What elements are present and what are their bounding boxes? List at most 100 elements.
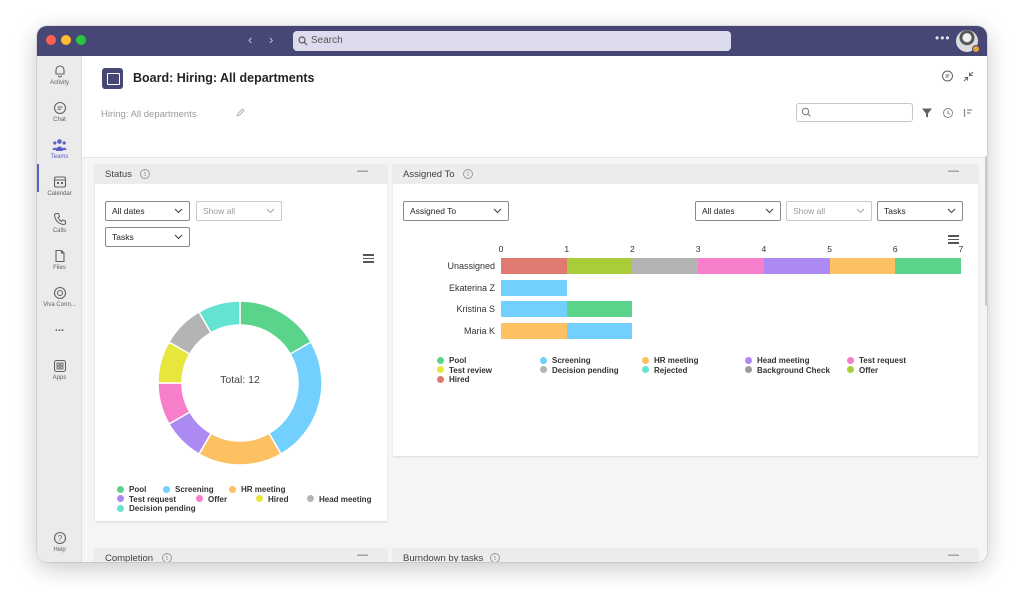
legend-item[interactable]: Pool: [437, 356, 466, 365]
scrollbar-thumb[interactable]: [985, 156, 987, 306]
status-type-dropdown[interactable]: Tasks: [105, 227, 190, 247]
legend-item[interactable]: Decision pending: [117, 504, 196, 513]
bar-segment-hr-meeting[interactable]: [829, 258, 896, 274]
dropdown-value: Tasks: [884, 206, 906, 216]
chart-menu-icon[interactable]: [948, 235, 959, 246]
rail-item-calendar[interactable]: Calendar: [37, 175, 82, 197]
sort-icon[interactable]: [962, 107, 974, 119]
legend-item[interactable]: Screening: [540, 356, 591, 365]
legend-label: Pool: [449, 356, 467, 365]
zoom-window-button[interactable]: [76, 35, 86, 45]
minimize-window-button[interactable]: [61, 35, 71, 45]
bar-segment-pool[interactable]: [895, 258, 961, 274]
bar-segment-offer[interactable]: [566, 258, 633, 274]
legend-item[interactable]: HR meeting: [229, 485, 285, 494]
assigned-show-dropdown[interactable]: Show all: [786, 201, 872, 221]
minimize-panel-button[interactable]: —: [357, 549, 368, 561]
chart-menu-icon[interactable]: [363, 254, 374, 265]
minimize-panel-button[interactable]: —: [948, 549, 959, 561]
bar-segment-pool[interactable]: [566, 301, 633, 317]
edit-icon[interactable]: [235, 107, 246, 118]
status-panel-header: Status i —: [95, 164, 387, 184]
info-icon[interactable]: i: [162, 553, 172, 562]
legend-item[interactable]: Offer: [847, 366, 878, 375]
conversation-icon[interactable]: [941, 70, 954, 83]
legend-item[interactable]: Background Check: [745, 366, 830, 375]
bar-segment-hired[interactable]: [501, 258, 567, 274]
rail-item-more[interactable]: ...: [37, 322, 82, 334]
legend-item[interactable]: Decision pending: [540, 366, 619, 375]
legend-item[interactable]: Hired: [437, 375, 469, 384]
back-icon[interactable]: ‹: [248, 32, 253, 47]
close-window-button[interactable]: [46, 35, 56, 45]
search-icon: [801, 107, 811, 117]
legend-item[interactable]: HR meeting: [642, 356, 698, 365]
rail-item-teams[interactable]: Teams: [37, 138, 82, 160]
bar-segment-screening[interactable]: [501, 301, 567, 317]
app-rail: Activity Chat Teams Calendar Calls Files…: [37, 56, 82, 562]
bar-segment-hr-meeting[interactable]: [501, 322, 567, 339]
x-tick-label: 0: [498, 244, 504, 254]
forward-icon[interactable]: ›: [269, 32, 274, 47]
legend-label: HR meeting: [241, 485, 286, 494]
rail-item-activity[interactable]: Activity: [37, 64, 82, 86]
rail-item-calls[interactable]: Calls: [37, 212, 82, 234]
legend-swatch: [540, 366, 547, 373]
status-dates-dropdown[interactable]: All dates: [105, 201, 190, 221]
assigned-group-dropdown[interactable]: Assigned To: [403, 201, 509, 221]
more-icon[interactable]: •••: [935, 31, 951, 45]
minimize-panel-button[interactable]: —: [948, 165, 959, 177]
legend-swatch: [437, 356, 444, 364]
rail-item-help[interactable]: ? Help: [37, 531, 82, 553]
legend-item[interactable]: Test review: [437, 366, 492, 375]
legend-item[interactable]: Head meeting: [745, 356, 809, 365]
viva-icon: [53, 286, 66, 300]
legend-swatch: [117, 495, 124, 502]
info-icon[interactable]: i: [490, 553, 500, 562]
legend-item[interactable]: Head meeting: [307, 495, 371, 504]
rail-item-chat[interactable]: Chat: [37, 101, 82, 123]
chevron-down-icon: [266, 208, 275, 214]
legend-item[interactable]: Screening: [163, 485, 214, 494]
chat-icon: [53, 101, 66, 115]
legend-swatch: [117, 504, 124, 512]
donut-slice-screening[interactable]: [267, 340, 323, 456]
breadcrumb[interactable]: Hiring: All departments: [101, 109, 197, 120]
bar-segment-head-meeting[interactable]: [763, 258, 830, 274]
x-tick-label: 6: [892, 244, 898, 254]
legend-swatch: [745, 366, 752, 373]
bar-segment-decision-pending[interactable]: [632, 258, 699, 274]
legend-swatch: [745, 356, 752, 364]
bar-segment-test-request[interactable]: [698, 258, 764, 274]
minimize-panel-button[interactable]: —: [357, 165, 368, 177]
board-search-input[interactable]: [796, 103, 913, 122]
legend-item[interactable]: Pool: [117, 485, 146, 494]
y-category-label: Maria K: [463, 325, 495, 336]
legend-item[interactable]: Hired: [256, 495, 288, 504]
assigned-dates-dropdown[interactable]: All dates: [695, 201, 781, 221]
bar-segment-screening[interactable]: [501, 279, 567, 296]
donut-slice-decision-pending[interactable]: [197, 300, 241, 334]
legend-swatch: [117, 485, 124, 493]
legend-item[interactable]: Test request: [847, 356, 906, 365]
bar-segment-screening[interactable]: [566, 322, 633, 339]
legend-item[interactable]: Rejected: [642, 366, 687, 375]
collapse-icon[interactable]: [962, 70, 975, 83]
donut-slice-hr-meeting[interactable]: [197, 432, 283, 466]
rail-item-files[interactable]: Files: [37, 249, 82, 271]
legend-item[interactable]: Test request: [117, 495, 176, 504]
x-tick-label: 2: [630, 244, 635, 254]
legend-item[interactable]: Offer: [196, 495, 227, 504]
rail-item-apps[interactable]: Apps: [37, 359, 82, 381]
rail-item-viva[interactable]: Viva Conn...: [37, 286, 82, 308]
assigned-type-dropdown[interactable]: Tasks: [877, 201, 963, 221]
dropdown-value: Show all: [203, 206, 236, 216]
filter-icon[interactable]: [921, 107, 933, 119]
chevron-down-icon: [765, 208, 774, 214]
status-show-dropdown[interactable]: Show all: [196, 201, 282, 221]
info-icon[interactable]: i: [463, 169, 473, 179]
info-icon[interactable]: i: [140, 169, 150, 179]
global-search-input[interactable]: Search: [293, 31, 731, 51]
history-icon[interactable]: [942, 107, 954, 119]
donut-slice-pool[interactable]: [239, 300, 313, 356]
